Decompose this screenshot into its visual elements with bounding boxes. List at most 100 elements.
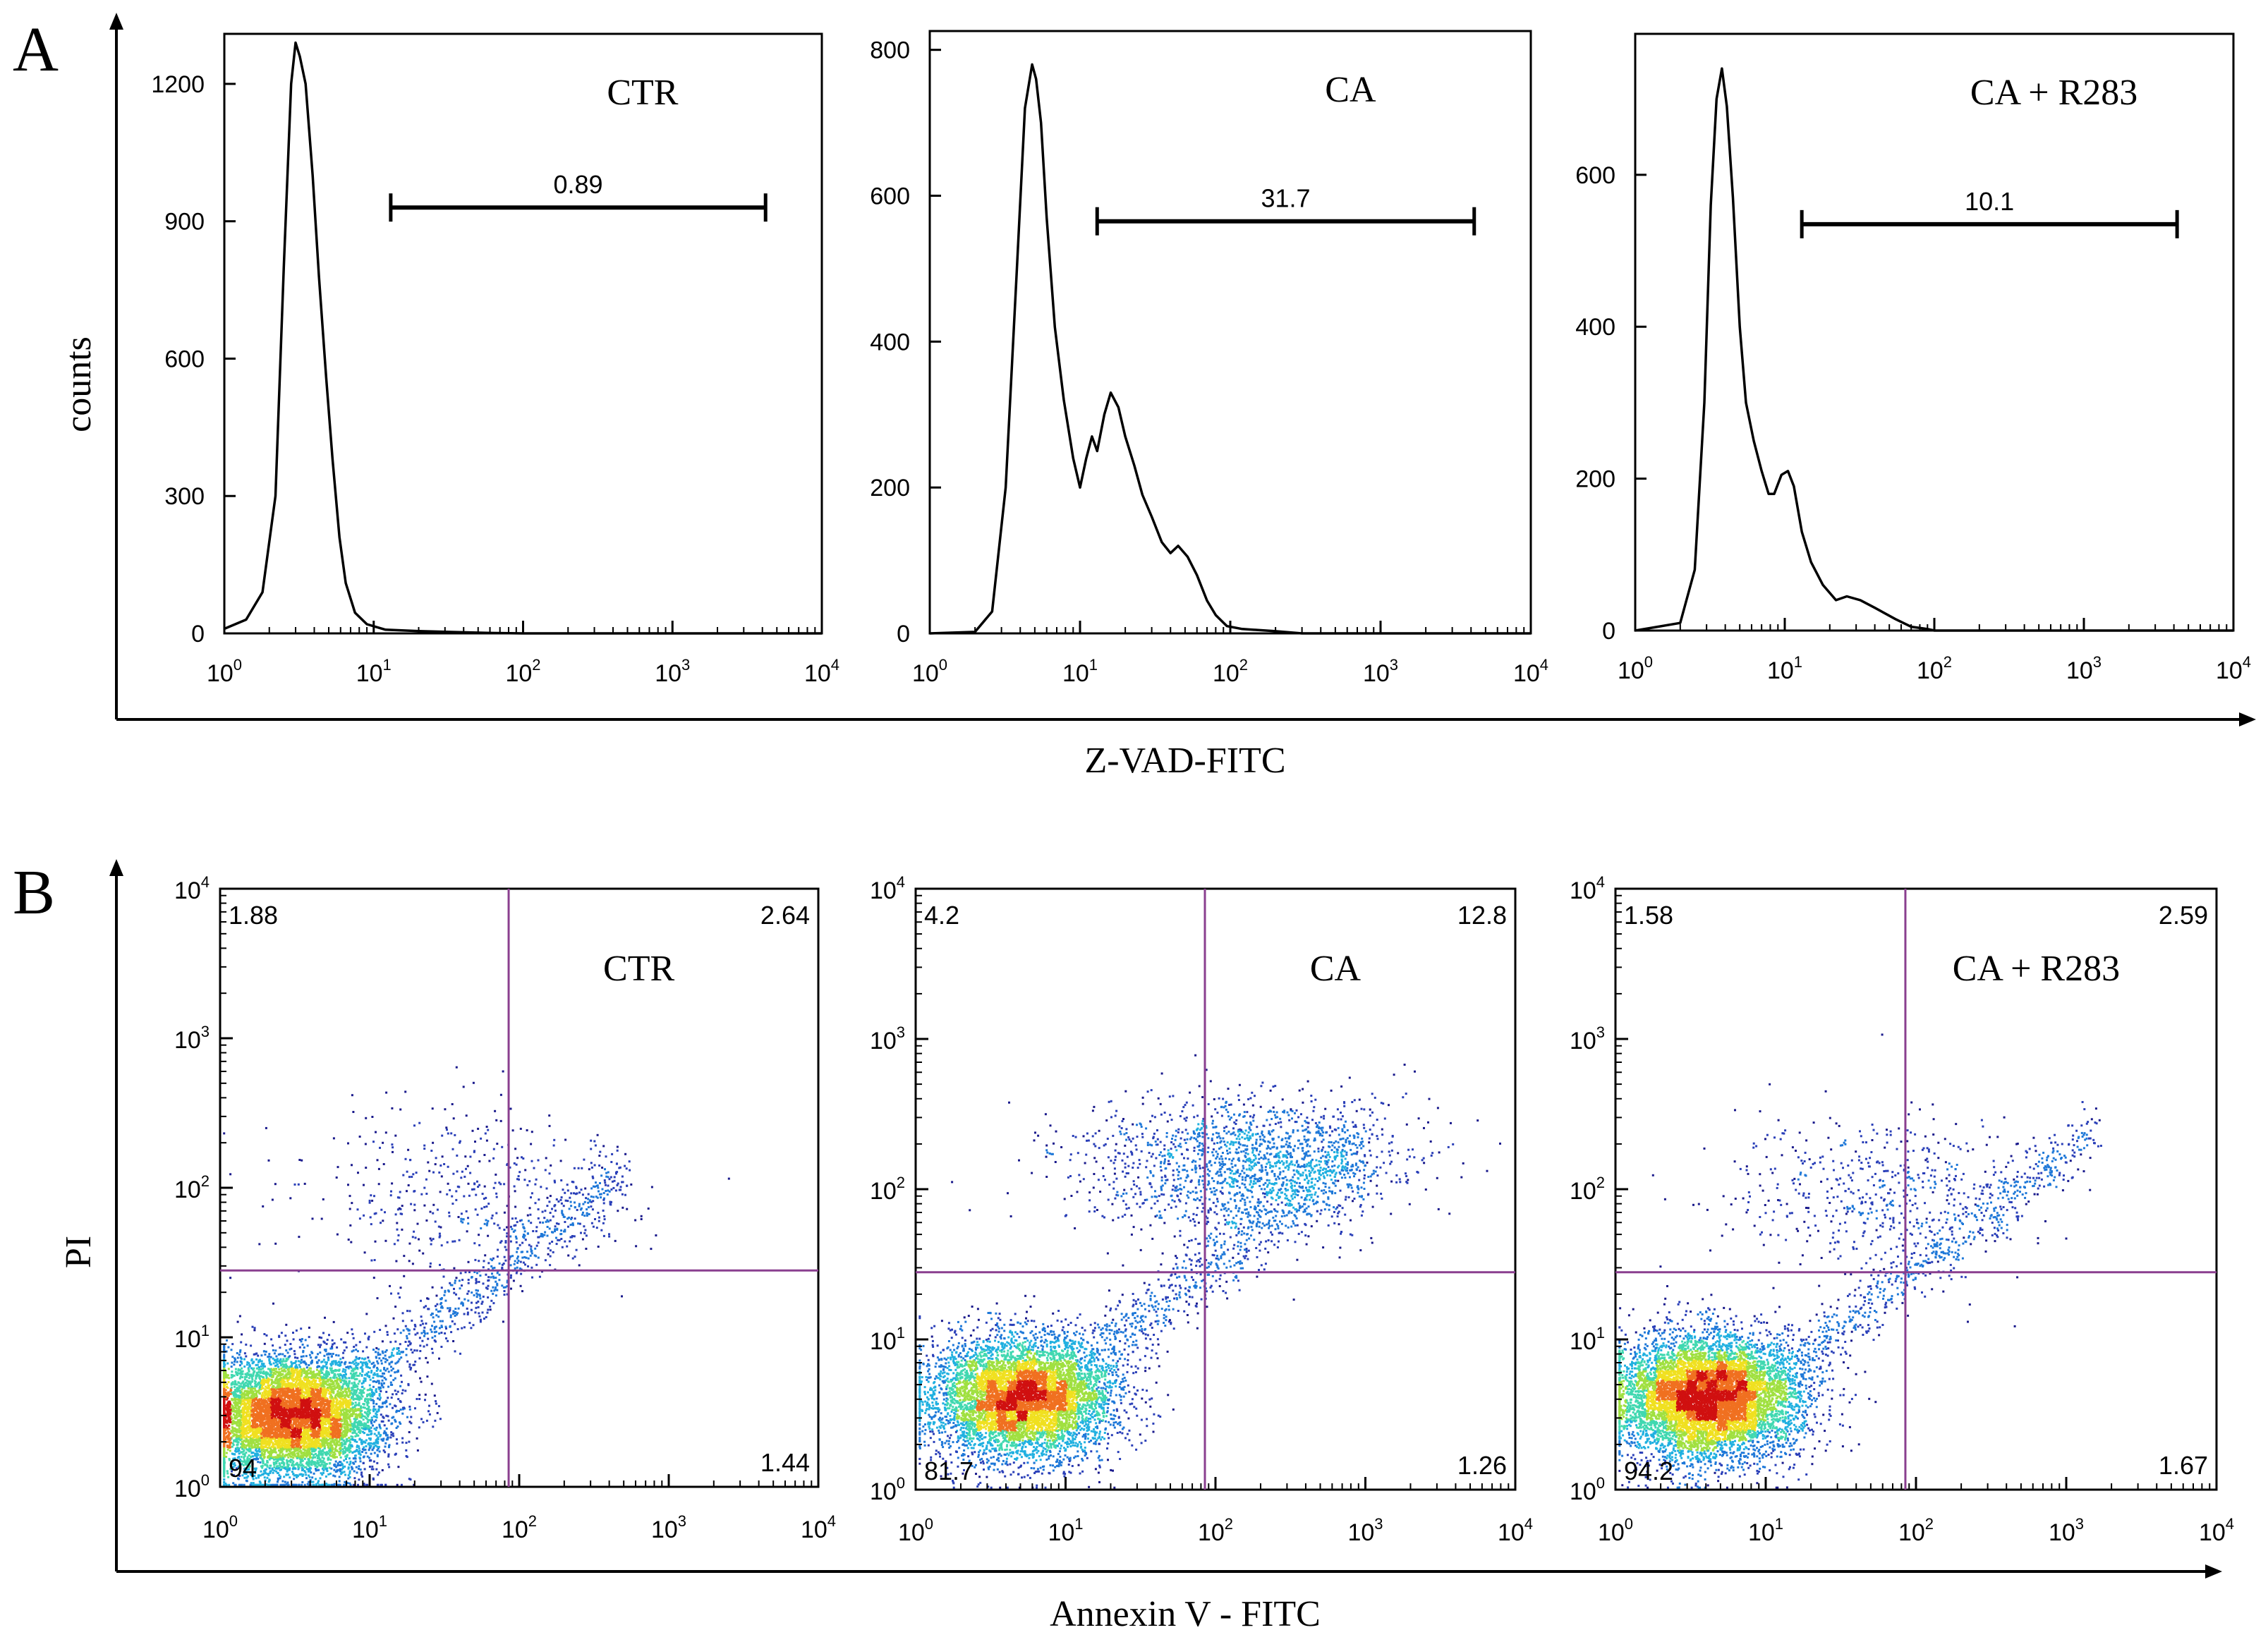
event-dot — [284, 1401, 286, 1404]
event-dot — [232, 1473, 235, 1476]
event-dot — [240, 1341, 243, 1344]
event-dot — [281, 1421, 284, 1424]
event-dot — [302, 1411, 305, 1414]
event-dot — [385, 1414, 388, 1417]
event-dot — [396, 1425, 399, 1428]
event-dot — [230, 1436, 233, 1439]
gate-label: 31.7 — [1261, 184, 1310, 213]
event-dot — [375, 1429, 377, 1431]
event-dot — [297, 1378, 300, 1381]
event-dot — [302, 1415, 305, 1418]
event-dot — [351, 1401, 353, 1404]
event-dot — [273, 1469, 276, 1472]
event-dot — [283, 1464, 286, 1466]
x-tick-label: 101 — [1062, 656, 1098, 687]
event-dot — [394, 1404, 396, 1407]
event-dot — [359, 1397, 362, 1400]
event-dot — [342, 1383, 345, 1386]
event-dot — [262, 1435, 265, 1437]
event-dot — [278, 1368, 281, 1370]
event-dot — [236, 1440, 238, 1442]
event-dot — [234, 1392, 236, 1394]
event-dot — [232, 1482, 235, 1485]
event-dot — [258, 1382, 261, 1385]
event-dot — [320, 1463, 323, 1466]
event-dot — [303, 1382, 306, 1385]
event-dot — [250, 1376, 253, 1379]
event-dot — [287, 1441, 290, 1444]
event-dot — [323, 1365, 326, 1368]
event-dot — [316, 1361, 319, 1364]
event-dot — [237, 1368, 240, 1370]
event-dot — [269, 1356, 272, 1358]
event-dot — [293, 1353, 296, 1356]
event-dot — [313, 1445, 315, 1448]
event-dot — [255, 1409, 258, 1412]
event-dot — [248, 1458, 251, 1461]
event-dot — [260, 1435, 262, 1437]
event-dot — [343, 1443, 346, 1446]
event-dot — [243, 1453, 246, 1456]
event-dot — [349, 1399, 352, 1401]
event-dot — [246, 1361, 249, 1363]
event-dot — [348, 1406, 351, 1409]
event-dot — [281, 1457, 284, 1460]
event-dot — [305, 1462, 308, 1465]
event-dot — [271, 1368, 274, 1371]
event-dot — [377, 1436, 380, 1439]
event-dot — [329, 1347, 332, 1350]
event-dot — [289, 1452, 291, 1455]
event-dot — [321, 1456, 324, 1459]
event-dot — [264, 1394, 267, 1397]
event-dot — [278, 1449, 280, 1452]
event-dot — [380, 1359, 382, 1362]
event-dot — [264, 1479, 267, 1482]
event-dot — [358, 1449, 361, 1452]
event-dot — [257, 1361, 260, 1363]
event-dot — [253, 1380, 256, 1382]
event-dot — [293, 1483, 296, 1486]
event-dot — [279, 1392, 281, 1394]
event-dot — [310, 1461, 313, 1464]
event-dot — [272, 1391, 274, 1394]
event-dot — [257, 1442, 260, 1445]
event-dot — [229, 1449, 231, 1452]
event-dot — [268, 1353, 271, 1356]
event-dot — [319, 1415, 321, 1418]
event-dot — [266, 1461, 269, 1464]
event-dot — [330, 1364, 333, 1367]
event-dot — [382, 1449, 385, 1452]
event-dot — [346, 1437, 348, 1440]
event-dot — [300, 1452, 303, 1455]
event-dot — [308, 1470, 310, 1473]
event-dot — [294, 1427, 297, 1430]
event-dot — [377, 1386, 380, 1389]
event-dot — [264, 1445, 266, 1448]
event-dot — [260, 1427, 262, 1430]
event-dot — [281, 1483, 284, 1486]
event-dot — [235, 1383, 238, 1386]
event-dot — [236, 1394, 238, 1397]
event-dot — [342, 1368, 345, 1370]
event-dot — [335, 1361, 338, 1364]
event-dot — [345, 1366, 348, 1368]
event-dot — [281, 1480, 284, 1483]
event-dot — [317, 1365, 320, 1368]
event-dot — [243, 1366, 246, 1368]
event-dot — [318, 1439, 321, 1442]
event-dot — [269, 1472, 272, 1474]
event-dot — [325, 1416, 328, 1418]
event-dot — [368, 1447, 371, 1449]
event-dot — [284, 1334, 287, 1337]
event-dot — [397, 1398, 400, 1401]
event-dot — [369, 1397, 372, 1400]
event-dot — [305, 1355, 308, 1358]
event-dot — [265, 1468, 267, 1471]
event-dot — [292, 1447, 295, 1450]
event-dot — [243, 1394, 246, 1397]
event-dot — [267, 1409, 270, 1412]
event-dot — [255, 1363, 257, 1366]
event-dot — [257, 1446, 260, 1449]
